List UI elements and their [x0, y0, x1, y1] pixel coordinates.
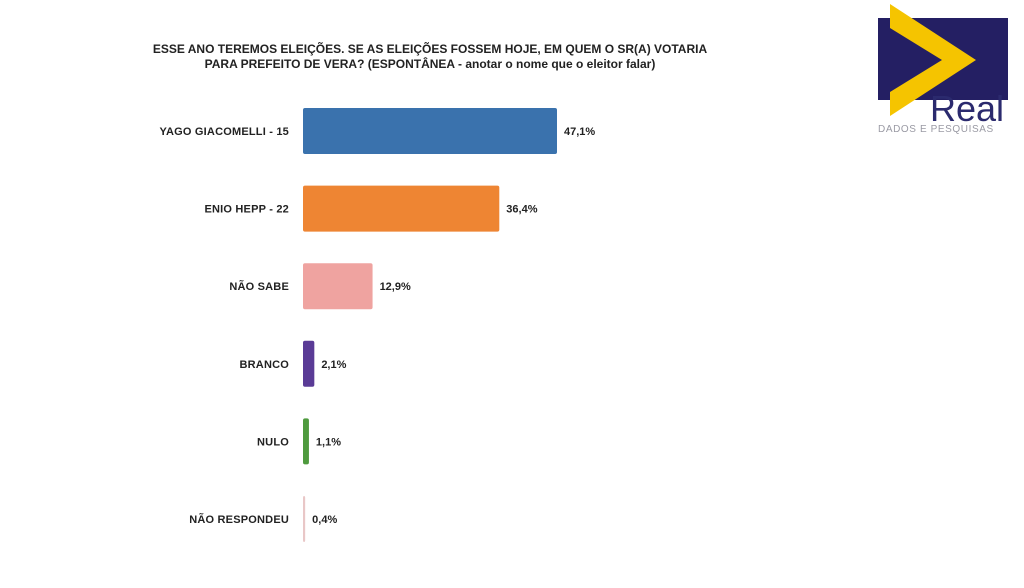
- value-label-5: 0,4%: [312, 514, 337, 526]
- real-logo: Real DADOS E PESQUISAS: [878, 4, 1008, 134]
- bar-2: [303, 263, 373, 310]
- bar-0: [303, 108, 557, 154]
- bar-3: [303, 340, 315, 387]
- category-label-5: NÃO RESPONDEU: [189, 513, 289, 526]
- bar-1: [303, 185, 500, 232]
- chart-title-line-1: ESSE ANO TEREMOS ELEIÇÕES. SE AS ELEIÇÕE…: [152, 42, 708, 56]
- category-label-4: NULO: [257, 436, 289, 448]
- category-label-2: NÃO SABE: [229, 280, 289, 293]
- category-label-3: BRANCO: [240, 359, 290, 371]
- chart-title-line-2: PARA PREFEITO DE VERA? (ESPONTÂNEA - ano…: [204, 57, 656, 71]
- bar-5: [303, 496, 306, 542]
- logo-navy-inner-triangle: [896, 34, 936, 86]
- category-label-1: ENIO HEPP - 22: [204, 204, 289, 216]
- logo-brand-text: Real: [930, 88, 1004, 129]
- logo-tagline-text: DADOS E PESQUISAS: [878, 124, 994, 134]
- value-label-1: 36,4%: [506, 204, 537, 216]
- category-label-0: YAGO GIACOMELLI - 15: [159, 126, 289, 138]
- value-label-0: 47,1%: [564, 126, 595, 138]
- value-label-3: 2,1%: [321, 359, 346, 371]
- bar-4: [303, 418, 309, 465]
- chart-title: ESSE ANO TEREMOS ELEIÇÕES. SE AS ELEIÇÕE…: [80, 42, 780, 72]
- value-label-4: 1,1%: [316, 436, 341, 448]
- logo-yellow-chevron: [890, 4, 976, 116]
- value-label-2: 12,9%: [380, 281, 411, 293]
